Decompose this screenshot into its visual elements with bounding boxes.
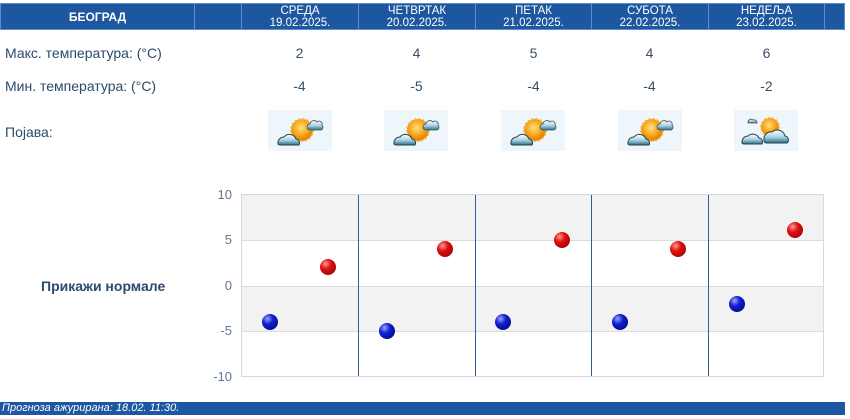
min-temp-value: -4 (293, 78, 306, 94)
day-divider (591, 195, 592, 376)
day-date: 23.02.2025. (736, 16, 797, 29)
day-header: НЕДЕЉА 23.02.2025. (709, 4, 825, 29)
max-temp-value: 4 (645, 45, 654, 61)
max-temp-value: 4 (412, 45, 421, 61)
partly-cloudy-icon (618, 110, 682, 151)
max-temp-value: 2 (295, 45, 304, 61)
min-temp-point (495, 314, 511, 330)
min-temp-value: -2 (760, 78, 773, 94)
gridline (242, 286, 823, 287)
day-header: ПЕТАК 21.02.2025. (476, 4, 592, 29)
phenomenon-label: Појава: (5, 124, 53, 140)
min-temp-point (729, 296, 745, 312)
max-temp-value: 6 (762, 45, 771, 61)
min-temp-point (262, 314, 278, 330)
y-tick: 10 (217, 187, 232, 202)
min-temp-value: -4 (643, 78, 656, 94)
day-header: СРЕДА 19.02.2025. (242, 4, 359, 29)
y-tick: -10 (213, 369, 232, 384)
max-temp-label: Макс. температура: (°C) (5, 45, 162, 61)
min-temp-value: -5 (410, 78, 423, 94)
mostly-cloudy-icon (734, 110, 798, 151)
day-divider (475, 195, 476, 376)
show-normals-link[interactable]: Прикажи нормале (41, 278, 166, 294)
day-name: ЧЕТВРТАК (387, 4, 447, 17)
day-name: ПЕТАК (515, 4, 552, 17)
day-name: СРЕДА (280, 4, 320, 17)
day-divider (708, 195, 709, 376)
partly-cloudy-icon (268, 110, 332, 151)
day-date: 19.02.2025. (269, 16, 331, 29)
day-header: ЧЕТВРТАК 20.02.2025. (359, 4, 476, 29)
min-temp-value: -4 (527, 78, 540, 94)
day-date: 22.02.2025. (619, 16, 681, 29)
gridline (242, 331, 823, 332)
min-temp-point (379, 323, 395, 339)
day-date: 20.02.2025. (386, 16, 448, 29)
city-name: БЕОГРАД (1, 4, 195, 29)
max-temp-point (554, 232, 570, 248)
day-divider (358, 195, 359, 376)
partly-cloudy-icon (384, 110, 448, 151)
grid-band (242, 286, 823, 331)
partly-cloudy-icon (501, 110, 565, 151)
max-temp-value: 5 (529, 45, 538, 61)
min-temp-label: Мин. температура: (°C) (5, 78, 157, 94)
y-tick: -5 (220, 323, 232, 338)
max-temp-point (437, 241, 453, 257)
max-temp-point (787, 222, 803, 238)
gridline (242, 240, 823, 241)
forecast-updated-footer: Прогноза ажурирана: 18.02. 11:30. (0, 402, 845, 415)
day-name: НЕДЕЉА (740, 4, 793, 17)
forecast-header: БЕОГРАД СРЕДА 19.02.2025. ЧЕТВРТАК 20.02… (0, 3, 845, 30)
grid-band (242, 195, 823, 241)
day-name: СУБОТА (627, 4, 673, 17)
y-tick: 5 (224, 232, 232, 247)
min-temp-point (612, 314, 628, 330)
max-temp-point (670, 241, 686, 257)
temperature-chart (241, 194, 824, 377)
max-temp-point (320, 259, 336, 275)
y-tick: 0 (224, 278, 232, 293)
day-date: 21.02.2025. (503, 16, 564, 29)
day-header: СУБОТА 22.02.2025. (592, 4, 709, 29)
header-spacer (195, 4, 242, 29)
